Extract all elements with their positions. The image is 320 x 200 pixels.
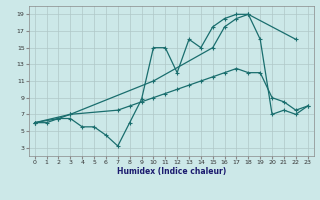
X-axis label: Humidex (Indice chaleur): Humidex (Indice chaleur)	[116, 167, 226, 176]
